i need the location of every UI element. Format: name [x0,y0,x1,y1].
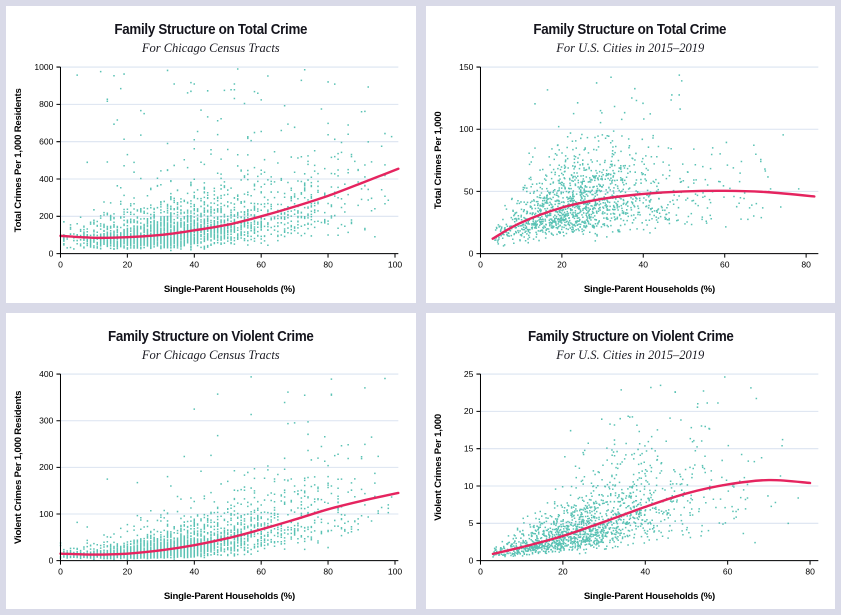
chart-panel-total-crime-chicago: Family Structure on Total Crime For Chic… [6,6,416,303]
trend-line [490,189,816,240]
y-tick-label: 400 [39,174,54,184]
tick-marks [56,66,396,258]
y-tick-label: 100 [39,508,54,518]
y-tick-label: 100 [459,124,474,134]
scatter-svg: 0 50 100 150 0 20 40 60 80 Single-Parent Househol… [433,62,818,295]
y-tick-label: 800 [39,99,54,109]
chart-subtitle: For U.S. Cities in 2015–2019 [556,347,705,362]
x-axis-label: Single-Parent Households (%) [583,284,714,295]
y-axis-label: Violent Crimes Per 1,000 [433,413,444,520]
x-tick-label: 60 [256,566,266,576]
scatter-plot-total-crime-us: 0 50 100 150 0 20 40 60 80 Single-Parent Househol… [430,60,832,298]
y-tick-label: 25 [463,368,473,378]
x-tick-label: 20 [123,566,133,576]
scatter-points [59,375,393,560]
scatter-plot-violent-crime-chicago: 0 100 200 300 400 0 20 40 60 80 100 Single-Parent H… [10,367,412,605]
y-axis-label: Total Crimes Per 1,000 [433,112,444,210]
x-tick-label: 100 [388,566,403,576]
chart-panel-violent-crime-us: Family Structure on Violent Crime For U.… [425,312,835,609]
y-tick-label: 200 [39,211,54,221]
x-tick-label: 80 [805,566,815,576]
x-tick-label: 0 [58,566,63,576]
y-tick-label: 0 [468,555,473,565]
x-tick-label: 0 [478,566,483,576]
scatter-plot-total-crime-chicago: 0 200 400 600 800 1000 0 20 40 60 80 100 Single-Pare… [10,60,412,298]
chart-subtitle: For U.S. Cities in 2015–2019 [556,41,705,55]
x-tick-label: 60 [256,260,266,270]
x-tick-label: 40 [190,260,200,270]
trend-line [59,167,400,240]
chart-title: Family Structure on Total Crime [533,22,727,38]
tick-marks [475,373,811,565]
y-tick-label: 0 [468,248,473,258]
scatter-svg: 0 200 400 600 800 1000 0 20 40 60 80 100 Single-Pare… [13,62,403,295]
x-tick-label: 20 [557,260,567,270]
chart-subtitle: For Chicago Census Tracts [141,41,280,55]
y-tick-label: 20 [463,406,473,416]
y-tick-label: 0 [49,248,54,258]
trend-line [59,491,400,556]
x-tick-label: 60 [719,260,729,270]
chart-title: Family Structure on Total Crime [114,22,308,38]
y-tick-label: 600 [39,137,54,147]
x-tick-label: 80 [323,566,333,576]
y-tick-label: 300 [39,415,54,425]
chart-panel-violent-crime-chicago: Family Structure on Violent Crime For Ch… [6,312,416,609]
tick-marks [475,66,807,258]
scatter-points [491,375,799,558]
y-tick-label: 200 [39,462,54,472]
scatter-points [493,74,799,247]
x-tick-label: 60 [722,566,732,576]
x-axis-label: Single-Parent Households (%) [164,590,295,601]
y-tick-label: 15 [463,443,473,453]
tick-marks [56,373,396,565]
gridlines [479,66,818,255]
x-tick-label: 40 [190,566,200,576]
chart-title: Family Structure on Violent Crime [527,328,734,345]
y-tick-label: 5 [468,518,473,528]
x-tick-label: 40 [640,566,650,576]
trend-line [491,478,811,555]
y-axis-label: Total Crimes Per 1,000 Residents [13,88,24,232]
y-tick-label: 0 [49,555,54,565]
x-tick-label: 20 [123,260,133,270]
y-tick-label: 150 [459,62,474,72]
scatter-svg: 0 100 200 300 400 0 20 40 60 80 100 Single-Parent H… [13,368,403,601]
y-tick-label: 1000 [34,62,53,72]
y-tick-label: 50 [463,186,473,196]
x-tick-label: 20 [558,566,568,576]
chart-subtitle: For Chicago Census Tracts [141,347,280,362]
x-tick-label: 80 [323,260,333,270]
chart-title: Family Structure on Violent Crime [107,328,314,345]
x-tick-label: 0 [478,260,483,270]
x-axis-label: Single-Parent Households (%) [164,284,295,295]
y-tick-label: 400 [39,368,54,378]
y-tick-label: 10 [463,480,473,490]
chart-panel-total-crime-us: Family Structure on Total Crime For U.S.… [425,6,835,303]
x-tick-label: 0 [58,260,63,270]
axis-frame [479,67,818,255]
x-tick-label: 40 [638,260,648,270]
x-axis-label: Single-Parent Households (%) [583,590,714,601]
scatter-svg: 0 5 10 15 20 25 0 20 40 60 80 Single-Parent Househo… [433,368,818,601]
scatter-plot-violent-crime-us: 0 5 10 15 20 25 0 20 40 60 80 Single-Parent Househo… [430,367,832,605]
y-axis-label: Violent Crimes Per 1,000 Residents [13,390,24,543]
x-tick-label: 100 [388,260,403,270]
x-tick-label: 80 [801,260,811,270]
